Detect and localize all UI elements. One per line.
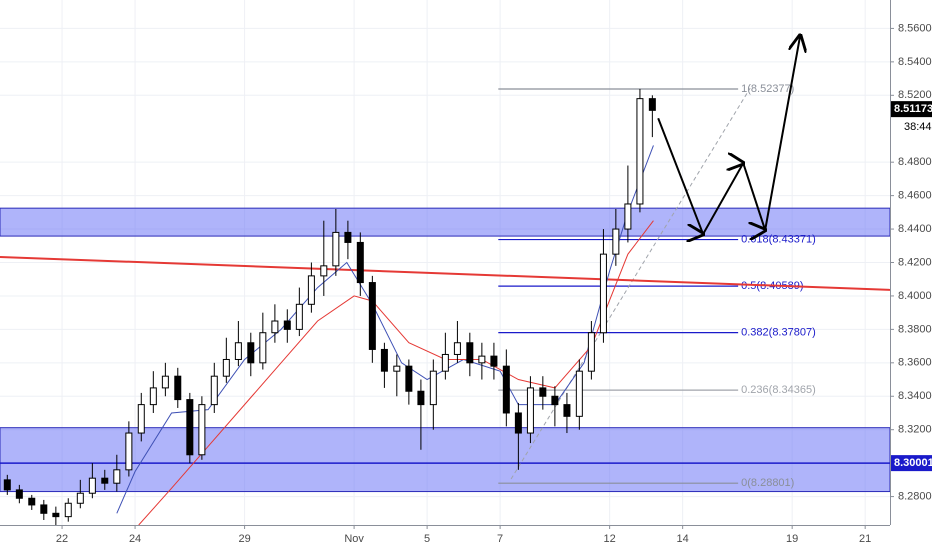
candle-body: [186, 399, 194, 456]
y-tick-label: 8.28000: [898, 490, 932, 502]
candle-body: [271, 320, 279, 334]
candle-body: [52, 512, 60, 518]
y-tick-label: 8.44000: [898, 223, 932, 235]
candle-body: [149, 387, 157, 406]
candle-body: [88, 477, 96, 494]
x-tick-label: 14: [677, 533, 689, 545]
candle-body: [101, 477, 109, 484]
last-price-tag: 8.51173: [894, 103, 932, 115]
y-tick-label: 8.56000: [898, 22, 932, 34]
y-tick-label: 8.46000: [898, 190, 932, 202]
x-tick-label: Nov: [344, 533, 364, 545]
y-tick-label: 8.34000: [898, 390, 932, 402]
moving-average: [138, 220, 654, 525]
fib-label: 0.382(8.37807): [741, 327, 816, 339]
candle-body: [624, 203, 632, 230]
plot-area: 1(8.52377)0.618(8.43371)0.5(8.40589)0.38…: [0, 0, 890, 525]
candle-body: [15, 489, 23, 499]
candle-body: [478, 355, 486, 364]
candle-body: [198, 404, 206, 456]
y-tick-label: 8.38000: [898, 323, 932, 335]
last-price-tag-box: [891, 101, 932, 118]
y-tick-label: 8.36000: [898, 357, 932, 369]
candle-body: [283, 320, 291, 330]
x-tick-label: 19: [786, 533, 798, 545]
candle-body: [259, 332, 267, 364]
candle-body: [466, 342, 474, 364]
axes: 8.56000 8.54000 8.52000 8.48000 8.46000 8.440…: [56, 22, 932, 545]
candle-body: [441, 353, 449, 372]
candle-body: [161, 375, 169, 389]
candle-body: [137, 404, 145, 434]
candle-body: [76, 492, 84, 504]
candle-body: [551, 395, 559, 406]
candle-body: [575, 370, 583, 417]
candle-body: [28, 497, 36, 506]
x-tick-label: 24: [129, 533, 141, 545]
candle-body: [417, 390, 425, 406]
y-tick-label: 8.52000: [898, 89, 932, 101]
y-tick-label: 8.42000: [898, 256, 932, 268]
candle-body: [113, 469, 121, 484]
candle-body: [332, 231, 340, 267]
candle-body: [234, 342, 242, 360]
candle-body: [648, 98, 656, 111]
fib-label: 0.236(8.34365): [741, 384, 816, 396]
x-tick-label: 21: [859, 533, 871, 545]
candle-body: [40, 504, 48, 514]
hline-price-tag-box: [891, 455, 932, 472]
x-tick-label: 7: [497, 533, 503, 545]
y-tick-label: 8.54000: [898, 56, 932, 68]
candle-body: [222, 358, 230, 377]
candle-body: [587, 332, 595, 372]
candle-body: [210, 375, 218, 406]
candle-body: [307, 275, 315, 305]
fib-label: 0(8.28801): [741, 477, 794, 489]
candle-body: [490, 355, 498, 367]
x-tick-label: 29: [238, 533, 250, 545]
candle-body: [453, 342, 461, 355]
candle-body: [368, 282, 376, 350]
x-tick-label: 22: [56, 533, 68, 545]
candle-body: [3, 479, 11, 491]
candle-body: [526, 387, 534, 434]
candle-body: [393, 365, 401, 372]
x-tick-label: 12: [604, 533, 616, 545]
fib-label: 0.618(8.43371): [741, 233, 816, 245]
candle-body: [502, 365, 510, 414]
projection-arrows: [657, 35, 800, 234]
zone: [0, 207, 890, 237]
candle-body: [295, 303, 303, 330]
candle-body: [247, 342, 255, 364]
countdown-box: [904, 119, 932, 136]
candle-body: [514, 412, 522, 434]
trendline: [0, 255, 890, 291]
candle-body: [539, 387, 547, 397]
x-tick-label: 5: [424, 533, 430, 545]
y-tick-label: 8.40000: [898, 290, 932, 302]
candle-body: [599, 253, 607, 334]
candle-body: [612, 228, 620, 255]
countdown: 38:44: [904, 121, 932, 133]
y-tick-label: 8.48000: [898, 156, 932, 168]
candle-body: [429, 370, 437, 406]
candle-body: [405, 365, 413, 392]
hline-price-tag: 8.30001: [894, 457, 932, 469]
candle-body: [125, 432, 133, 471]
candle-body: [174, 375, 182, 401]
candle-body: [563, 404, 571, 417]
candle-body: [380, 348, 388, 372]
candle-body: [344, 231, 352, 243]
y-tick-label: 8.32000: [898, 424, 932, 436]
candle-body: [636, 98, 644, 205]
candle-body: [356, 241, 364, 284]
zone: [0, 427, 890, 493]
candle-body: [320, 265, 328, 277]
moving-average: [116, 145, 654, 514]
candle-body: [64, 502, 72, 518]
